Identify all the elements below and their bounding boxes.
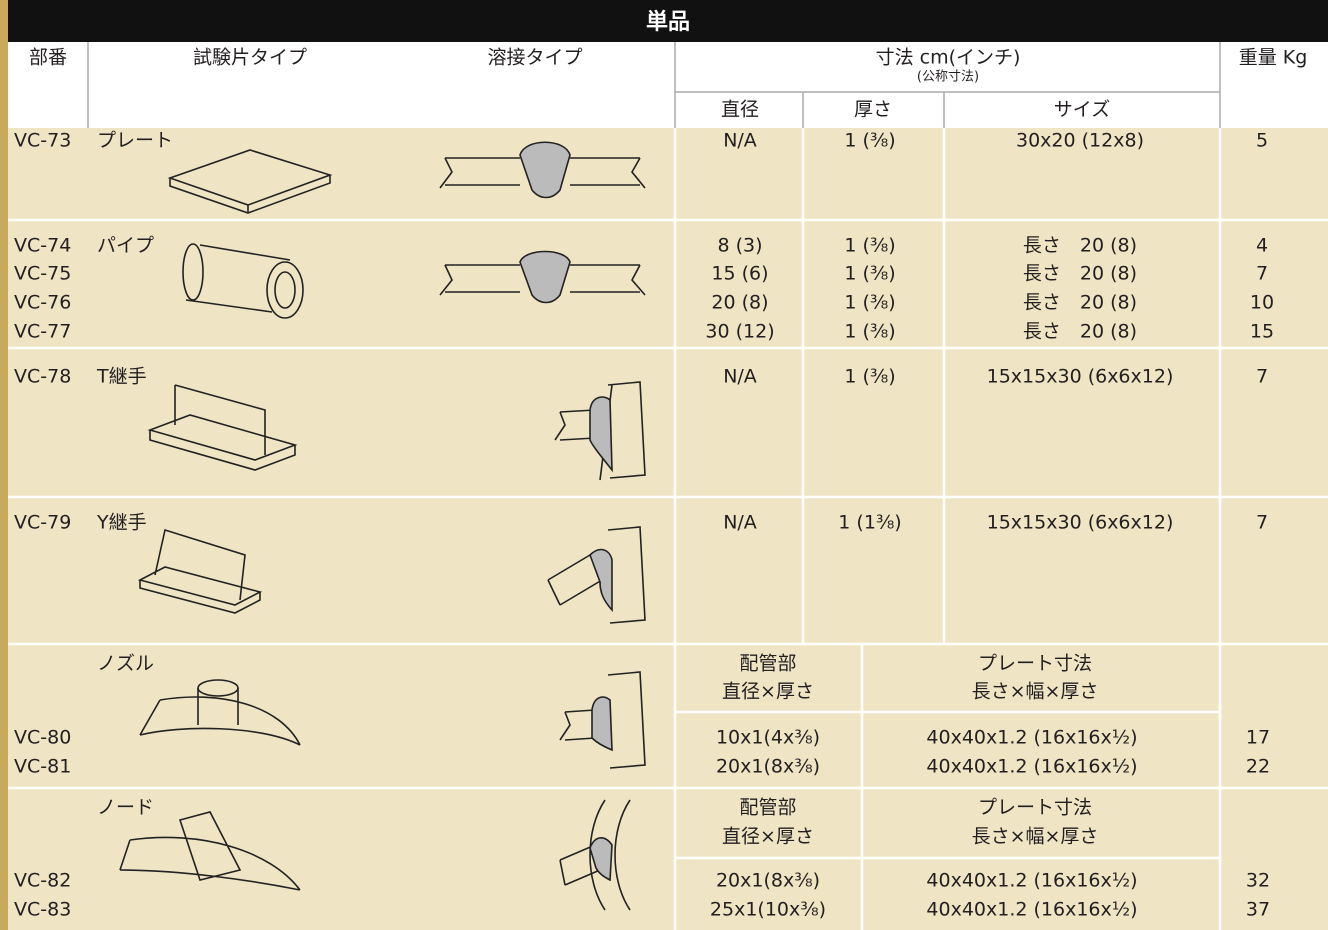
- col-size: サイズ: [1053, 98, 1111, 121]
- diameter: N/A: [723, 365, 757, 388]
- plate-size: 40x40x1.2 (16x16x¹⁄₂): [926, 755, 1138, 778]
- plate-sub: 長さ×幅×厚さ: [971, 825, 1099, 848]
- plate-size: 40x40x1.2 (16x16x¹⁄₂): [926, 869, 1138, 892]
- pipe-size: 25x1(10x³⁄₈): [709, 898, 827, 921]
- col-thickness: 厚さ: [853, 98, 893, 121]
- diameter: 8 (3): [717, 234, 763, 257]
- pipe-sub: 直径×厚さ: [722, 825, 814, 848]
- weight: 7: [1255, 262, 1269, 285]
- part-no: VC-78: [14, 365, 72, 388]
- diameter: N/A: [723, 129, 757, 152]
- plate-size: 40x40x1.2 (16x16x¹⁄₂): [926, 726, 1138, 749]
- size: 長さ 20 (8): [1022, 234, 1138, 257]
- specimen-label: パイプ: [97, 234, 155, 257]
- plate-sub: 長さ×幅×厚さ: [971, 680, 1099, 703]
- diameter: N/A: [723, 511, 757, 534]
- part-no: VC-83: [14, 898, 72, 921]
- drawings: [119, 141, 646, 911]
- plate-size: 40x40x1.2 (16x16x¹⁄₂): [926, 898, 1138, 921]
- weight: 4: [1255, 234, 1269, 257]
- col-specimen: 試験片タイプ: [192, 46, 308, 69]
- pipe-sub: 直径×厚さ: [722, 680, 814, 703]
- plate-header: プレート寸法: [977, 652, 1093, 675]
- thickness: 1 (³⁄₈): [844, 320, 896, 343]
- specimen-label: T継手: [97, 365, 147, 388]
- weight: 15: [1249, 320, 1275, 343]
- col-dimensions-note: (公称寸法): [916, 69, 980, 85]
- specimen-label: プレート: [97, 129, 174, 152]
- part-no: VC-73: [14, 129, 72, 152]
- part-no: VC-79: [14, 511, 72, 534]
- weight: 37: [1245, 898, 1271, 921]
- part-no: VC-82: [14, 869, 72, 892]
- part-no: VC-80: [14, 726, 72, 749]
- thickness: 1 (1³⁄₈): [838, 511, 902, 534]
- pipe-size: 20x1(8x³⁄₈): [715, 869, 821, 892]
- col-weight: 重量 Kg: [1238, 46, 1308, 69]
- thickness: 1 (³⁄₈): [844, 291, 896, 314]
- pipe-size: 20x1(8x³⁄₈): [715, 755, 821, 778]
- part-no: VC-76: [14, 291, 72, 314]
- plate-header: プレート寸法: [977, 796, 1093, 819]
- diameter: 15 (6): [711, 262, 769, 285]
- thickness: 1 (³⁄₈): [844, 262, 896, 285]
- pipe-header: 配管部: [739, 652, 797, 675]
- weight: 10: [1249, 291, 1275, 314]
- diameter: 20 (8): [711, 291, 769, 314]
- specimen-label: ノード: [97, 796, 155, 819]
- size: 長さ 20 (8): [1022, 320, 1138, 343]
- weight: 7: [1255, 365, 1269, 388]
- col-dimensions: 寸法 cm(インチ): [875, 46, 1021, 69]
- pipe-header: 配管部: [739, 796, 797, 819]
- size: 15x15x30 (6x6x12): [986, 365, 1174, 388]
- part-no: VC-81: [14, 755, 72, 778]
- specimen-label: Y継手: [97, 511, 147, 534]
- size: 30x20 (12x8): [1016, 129, 1144, 152]
- thickness: 1 (³⁄₈): [844, 129, 896, 152]
- weight: 7: [1255, 511, 1269, 534]
- thickness: 1 (³⁄₈): [844, 365, 896, 388]
- col-weld: 溶接タイプ: [487, 46, 583, 69]
- diameter: 30 (12): [705, 320, 775, 343]
- size: 長さ 20 (8): [1022, 262, 1138, 285]
- size: 長さ 20 (8): [1022, 291, 1138, 314]
- weight: 5: [1255, 129, 1269, 152]
- pipe-size: 10x1(4x³⁄₈): [715, 726, 821, 749]
- part-no: VC-77: [14, 320, 72, 343]
- col-part-no: 部番: [28, 46, 68, 69]
- size: 15x15x30 (6x6x12): [986, 511, 1174, 534]
- thickness: 1 (³⁄₈): [844, 234, 896, 257]
- weight: 32: [1245, 869, 1271, 892]
- title: 単品: [645, 10, 691, 35]
- specimen-label: ノズル: [97, 652, 155, 675]
- weight: 17: [1245, 726, 1271, 749]
- part-no: VC-75: [14, 262, 72, 285]
- part-no: VC-74: [14, 234, 72, 257]
- col-diameter: 直径: [720, 98, 760, 121]
- weight: 22: [1245, 755, 1271, 778]
